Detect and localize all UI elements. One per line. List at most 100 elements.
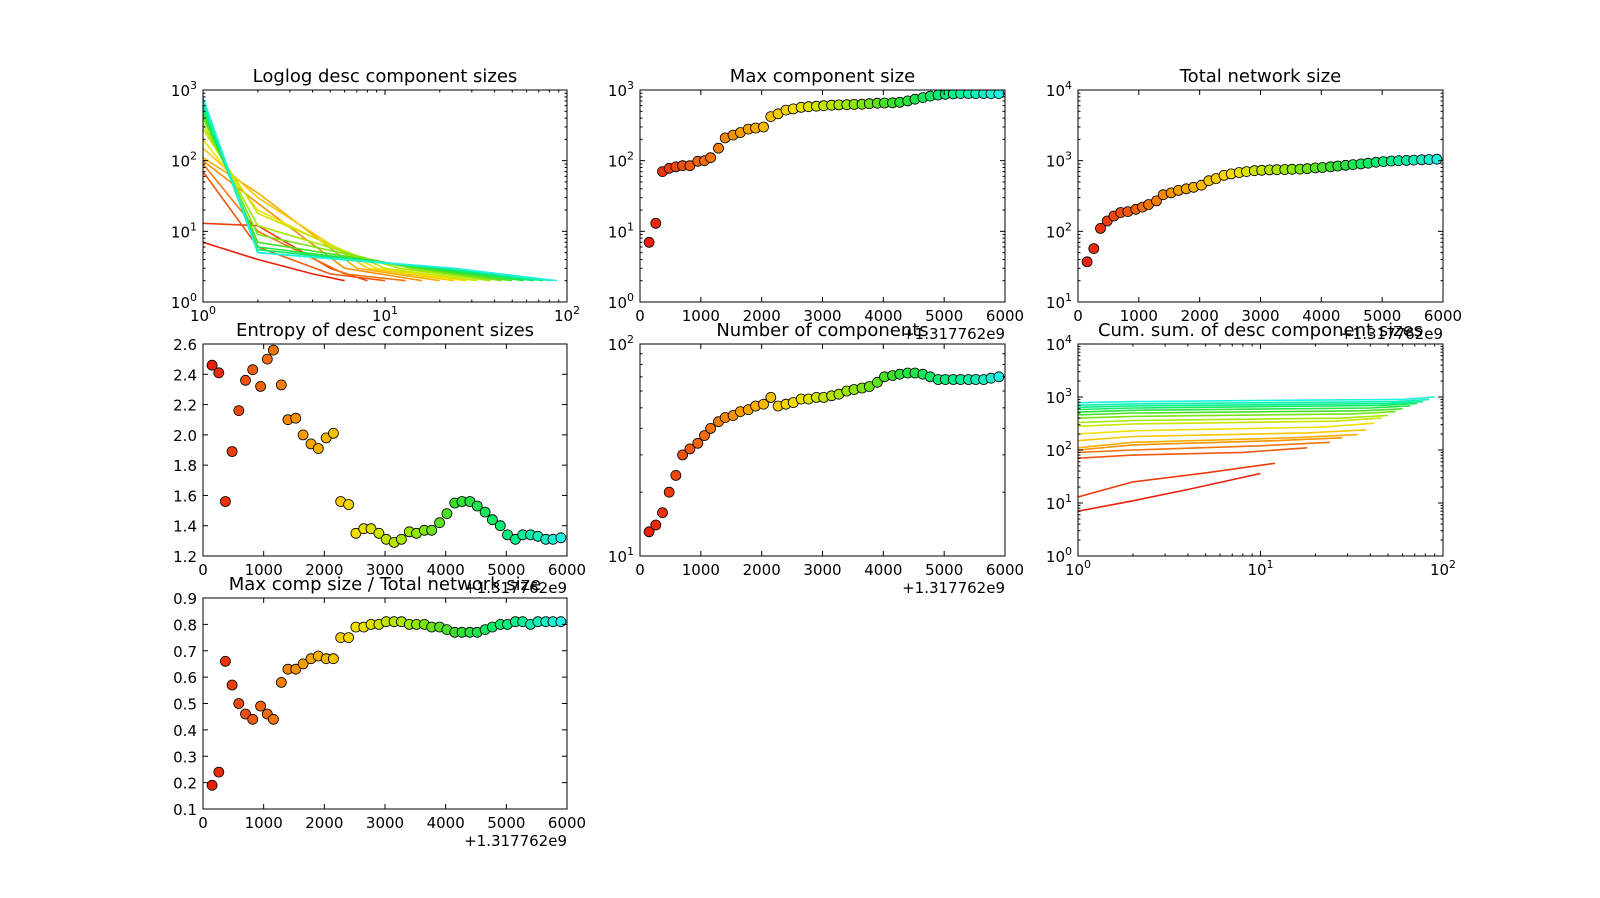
series-line bbox=[203, 160, 423, 282]
data-point bbox=[226, 446, 238, 457]
data-point bbox=[555, 532, 567, 544]
data-point bbox=[871, 376, 883, 388]
tick-exponent: 4 bbox=[1065, 333, 1072, 346]
x-tick-label: 1000 bbox=[245, 561, 283, 579]
data-point bbox=[312, 443, 324, 454]
series-line bbox=[1078, 472, 1261, 512]
x-tick-label: 2000 bbox=[743, 561, 781, 579]
tick-exponent: 2 bbox=[1065, 220, 1072, 233]
chart-entropy: 0 1000 2000 3000 4000 5000 6000 1.2 1.4 1.6 1.8 2.0… bbox=[173, 320, 586, 597]
chart-title: Loglog desc component sizes bbox=[253, 66, 518, 87]
y-tick-label: 101 bbox=[1046, 492, 1072, 513]
y-tick-label: 0.4 bbox=[173, 722, 197, 740]
series-line bbox=[203, 241, 345, 282]
x-tick-label: 3000 bbox=[1241, 307, 1279, 325]
chart-numcomp: 0 1000 2000 3000 4000 5000 6000101102+1.317762… bbox=[608, 320, 1024, 597]
tick-exponent: 4 bbox=[1065, 79, 1072, 92]
data-point bbox=[643, 236, 655, 248]
tick-exponent: 1 bbox=[627, 220, 634, 233]
axes-frame bbox=[1077, 89, 1444, 303]
data-point bbox=[758, 121, 769, 133]
tick-base: 10 bbox=[608, 82, 627, 100]
series-line bbox=[1078, 410, 1396, 419]
data-point bbox=[247, 364, 259, 376]
tick-exponent: 2 bbox=[1449, 558, 1456, 571]
data-point bbox=[684, 443, 696, 455]
tick-base: 10 bbox=[1430, 561, 1449, 579]
chart-title: Cum. sum. of desc component sizes bbox=[1098, 320, 1423, 341]
tick-exponent: 3 bbox=[190, 79, 197, 92]
data-point bbox=[1151, 195, 1162, 207]
data-point bbox=[650, 217, 662, 229]
tick-exponent: 2 bbox=[573, 304, 580, 317]
tick-exponent: 1 bbox=[190, 220, 197, 233]
x-tick-label: 4000 bbox=[864, 307, 902, 325]
data-point bbox=[275, 379, 287, 391]
x-tick-label: 100 bbox=[190, 304, 216, 325]
data-point bbox=[247, 713, 259, 725]
x-tick-label: 6000 bbox=[548, 814, 586, 832]
y-tick-label: 103 bbox=[608, 79, 634, 100]
tick-base: 10 bbox=[1046, 82, 1065, 100]
y-tick-label: 102 bbox=[1046, 220, 1072, 241]
tick-base: 10 bbox=[1046, 294, 1065, 312]
x-tick-label: 2000 bbox=[743, 307, 781, 325]
y-tick-label: 102 bbox=[1046, 439, 1072, 460]
y-tick-label: 2.4 bbox=[173, 366, 197, 384]
series-line bbox=[1078, 414, 1389, 424]
tick-exponent: 2 bbox=[190, 150, 197, 163]
tick-base: 10 bbox=[608, 223, 627, 241]
data-point bbox=[479, 506, 491, 518]
y-tick-label: 0.8 bbox=[173, 616, 197, 634]
tick-base: 10 bbox=[608, 153, 627, 171]
y-tick-label: 104 bbox=[1046, 333, 1072, 354]
tick-base: 10 bbox=[1046, 223, 1065, 241]
data-point bbox=[713, 142, 724, 154]
x-tick-label: 3000 bbox=[366, 561, 404, 579]
x-tick-label: 2000 bbox=[1181, 307, 1219, 325]
x-tick-label: 102 bbox=[1430, 558, 1456, 579]
data-point bbox=[327, 653, 339, 665]
y-tick-label: 102 bbox=[171, 150, 197, 171]
y-tick-label: 101 bbox=[608, 545, 634, 566]
x-tick-label: 101 bbox=[372, 304, 398, 325]
tick-base: 10 bbox=[171, 223, 190, 241]
y-tick-label: 0.1 bbox=[173, 801, 197, 819]
tick-exponent: 3 bbox=[1065, 150, 1072, 163]
series-line bbox=[1078, 398, 1430, 406]
axes-frame bbox=[639, 89, 1006, 303]
series-line bbox=[1078, 422, 1375, 435]
y-tick-label: 103 bbox=[171, 79, 197, 100]
data-point bbox=[213, 766, 225, 778]
y-tick-label: 1.8 bbox=[173, 457, 197, 475]
data-point bbox=[494, 520, 506, 532]
x-tick-label: 0 bbox=[198, 561, 208, 579]
data-point bbox=[765, 391, 777, 403]
tick-base: 10 bbox=[171, 294, 190, 312]
y-tick-label: 1.6 bbox=[173, 487, 197, 505]
data-point bbox=[297, 429, 309, 441]
data-point bbox=[555, 616, 567, 628]
chart-title: Total network size bbox=[1179, 66, 1341, 87]
y-tick-label: 2.6 bbox=[173, 336, 197, 354]
data-point bbox=[233, 405, 245, 417]
chart-ratio: 0 1000 2000 3000 4000 5000 6000 0.1 0.2 0.3 0.4 0.5… bbox=[173, 574, 586, 850]
data-point bbox=[267, 344, 279, 356]
data-point bbox=[290, 412, 302, 424]
y-tick-label: 103 bbox=[1046, 386, 1072, 407]
data-point bbox=[240, 374, 251, 386]
data-point bbox=[643, 526, 655, 538]
data-point bbox=[657, 507, 668, 519]
tick-base: 10 bbox=[1046, 153, 1065, 171]
data-point bbox=[426, 524, 438, 536]
tick-base: 10 bbox=[608, 336, 627, 354]
y-tick-label: 101 bbox=[171, 220, 197, 241]
data-point bbox=[327, 427, 339, 439]
tick-exponent: 2 bbox=[627, 150, 634, 163]
data-point bbox=[219, 655, 231, 667]
data-point bbox=[290, 663, 302, 675]
y-tick-label: 100 bbox=[608, 291, 634, 312]
tick-exponent: 1 bbox=[1267, 558, 1274, 571]
x-tick-label: 5000 bbox=[1363, 307, 1401, 325]
series-line bbox=[1078, 405, 1411, 413]
